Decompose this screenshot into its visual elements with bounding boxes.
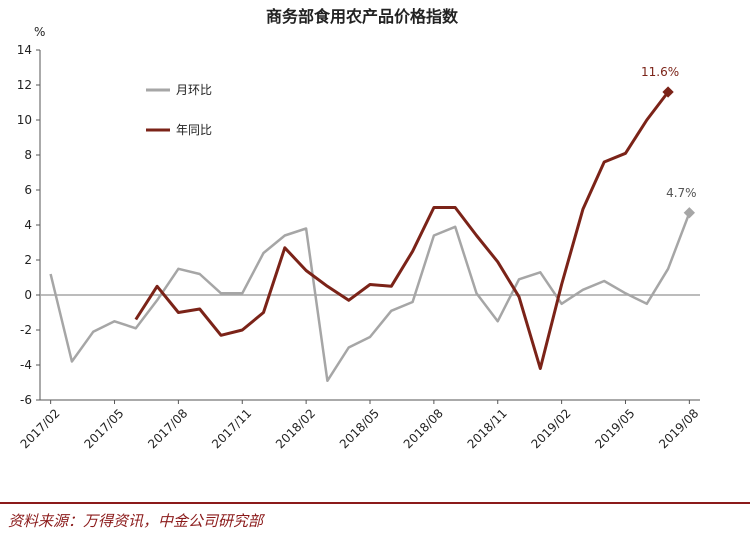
legend-label: 年同比: [176, 123, 212, 137]
annotations: 11.6% 4.7%: [641, 65, 697, 219]
x-tick-label: 2018/11: [465, 406, 510, 451]
series-layer: [49, 91, 691, 383]
x-tick-label: 2018/08: [401, 406, 446, 451]
y-tick-label: -6: [20, 393, 32, 407]
x-tick-label: 2019/02: [529, 406, 574, 451]
x-tick-label: 2017/05: [81, 406, 126, 451]
y-tick-label: 0: [24, 288, 32, 302]
x-tick-label: 2018/05: [337, 406, 382, 451]
y-tick-label: 8: [24, 148, 32, 162]
price-index-chart: 商务部食用农产品价格指数 % -6 -4 -2 0 2 4 6 8 10 12 14 2017/02…: [17, 7, 702, 451]
x-tick-label: 2018/02: [273, 406, 318, 451]
x-tick-label: 2017/02: [18, 406, 63, 451]
y-tick-label: 2: [24, 253, 32, 267]
chart-title: 商务部食用农产品价格指数: [266, 7, 459, 26]
x-tick-label: 2017/11: [209, 406, 254, 451]
y-axis-unit: %: [34, 25, 45, 39]
x-tick-label: 2019/08: [656, 406, 701, 451]
y-tick-label: 4: [24, 218, 32, 232]
series-line-yoy: [134, 91, 670, 370]
y-tick-label: -4: [20, 358, 32, 372]
end-point-label: 11.6%: [641, 65, 679, 79]
y-tick-label: 12: [17, 78, 32, 92]
y-tick-label: 6: [24, 183, 32, 197]
x-tick-label: 2019/05: [592, 406, 637, 451]
y-axis: -6 -4 -2 0 2 4 6 8 10 12 14: [17, 43, 41, 407]
legend-label: 月环比: [176, 83, 212, 97]
end-point-label: 4.7%: [666, 186, 697, 200]
x-axis: 2017/02 2017/05 2017/08 2017/11 2018/02 2018/…: [18, 294, 701, 451]
end-point-marker: [683, 207, 696, 219]
y-tick-label: 14: [17, 43, 32, 57]
x-tick-label: 2017/08: [145, 406, 190, 451]
source-note: 资料来源：万得资讯，中金公司研究部: [8, 512, 264, 530]
y-tick-label: -2: [20, 323, 32, 337]
source-divider: [0, 502, 750, 504]
y-tick-label: 10: [17, 113, 32, 127]
series-line-mom: [49, 212, 691, 383]
